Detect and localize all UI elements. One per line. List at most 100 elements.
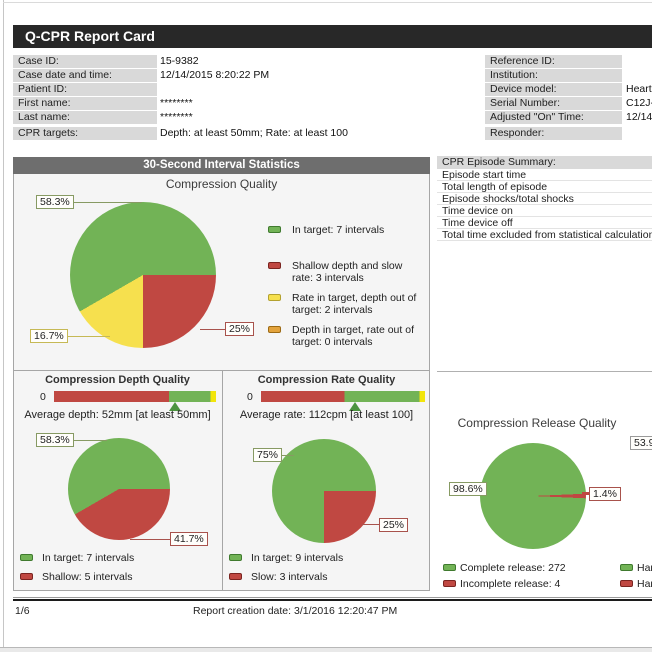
cq-green-callout: 58.3%: [36, 195, 74, 209]
serial-number-label: Serial Number:: [485, 97, 622, 110]
responder-value: [626, 127, 652, 140]
clipped-callout: 53.9%: [630, 436, 652, 450]
cq-yellow-callout: 16.7%: [30, 329, 68, 343]
rate-red-callout: 25%: [379, 518, 409, 532]
legend-label: Rate in target, depth out of target: 2 i…: [292, 292, 417, 316]
callout-leader: [200, 329, 226, 330]
release-green-callout: 98.6%: [449, 482, 487, 496]
legend-label: Complete release: 272: [460, 562, 566, 574]
report-title-bar: Q-CPR Report Card: [13, 25, 652, 48]
right-column-divider: [437, 371, 652, 372]
window-bottom-edge: [0, 648, 652, 652]
legend-swatch-red: [20, 573, 33, 580]
depth-red-callout: 41.7%: [170, 532, 208, 546]
cpr-targets-label: CPR targets:: [13, 127, 157, 140]
panel-divider-vertical: [222, 370, 223, 591]
legend-label: In target: 7 intervals: [42, 552, 135, 564]
depth-gauge-marker-triangle: [169, 402, 181, 411]
legend-label: Incomplete release: 4: [460, 578, 561, 590]
cq-red-callout: 25%: [225, 322, 255, 336]
release-quality-title: Compression Release Quality: [457, 416, 617, 430]
legend-label: In target: 7 intervals: [292, 224, 385, 236]
legend-swatch-red: [268, 262, 281, 269]
first-name-value: ********: [160, 97, 193, 109]
episode-summary-row: Episode start time: [437, 169, 652, 181]
callout-leader: [66, 202, 142, 203]
serial-number-value: C12J-0: [626, 97, 652, 109]
report-creation-date: Report creation date: 3/1/2016 12:20:47 …: [193, 605, 398, 617]
rate-quality-pie: [272, 439, 376, 543]
case-id-label: Case ID:: [13, 55, 157, 68]
legend-label: In target: 9 intervals: [251, 552, 344, 564]
episode-summary-row: Time device on: [437, 205, 652, 217]
reference-id-label: Reference ID:: [485, 55, 622, 68]
legend-swatch-red: [443, 580, 456, 587]
institution-label: Institution:: [485, 69, 622, 82]
callout-leader: [130, 539, 171, 540]
interval-statistics-header: 30-Second Interval Statistics: [13, 157, 430, 174]
rate-green-callout: 75%: [253, 448, 283, 462]
episode-summary-row: Episode shocks/total shocks: [437, 193, 652, 205]
patient-id-label: Patient ID:: [13, 83, 157, 96]
window-bottom-edge-line: [0, 647, 652, 648]
legend-swatch-red: [620, 580, 633, 587]
adjusted-on-time-label: Adjusted "On" Time:: [485, 111, 622, 124]
callout-leader: [66, 336, 110, 337]
legend-swatch-green: [620, 564, 633, 571]
compression-quality-title: Compression Quality: [165, 177, 278, 191]
legend-swatch-red: [229, 573, 242, 580]
depth-gauge-zero: 0: [40, 391, 46, 403]
legend-label: Slow: 3 intervals: [251, 571, 328, 583]
rate-gauge-caption: Average rate: 112cpm [at least 100]: [239, 409, 414, 421]
legend-swatch-green: [20, 554, 33, 561]
episode-summary-row: Total time excluded from statistical cal…: [437, 229, 652, 241]
legend-swatch-green: [229, 554, 242, 561]
depth-quality-pie: [68, 438, 170, 540]
institution-value: [626, 69, 652, 82]
callout-leader: [282, 455, 294, 456]
depth-gauge-caption: Average depth: 52mm [at least 50mm]: [24, 409, 211, 421]
callout-leader: [582, 492, 590, 495]
case-date-label: Case date and time:: [13, 69, 157, 82]
page-left-edge: [3, 0, 4, 647]
legend-label: Shallow: 5 intervals: [42, 571, 133, 583]
responder-label: Responder:: [485, 127, 622, 140]
episode-summary-header: CPR Episode Summary:: [437, 156, 652, 169]
case-date-value: 12/14/2015 8:20:22 PM: [160, 69, 270, 81]
rate-gauge-bar: [261, 391, 425, 402]
rate-gauge-title: Compression Rate Quality: [257, 374, 396, 386]
callout-leader: [362, 524, 379, 525]
legend-label: Shallow depth and slow rate: 3 intervals: [292, 260, 403, 284]
compression-quality-pie: [70, 202, 216, 348]
legend-swatch-yellow: [268, 294, 281, 301]
page-number: 1/6: [15, 605, 30, 617]
callout-leader: [67, 440, 107, 441]
first-name-label: First name:: [13, 97, 157, 110]
rate-gauge-zero: 0: [247, 391, 253, 403]
footer-rule-thin: [13, 597, 652, 598]
legend-label: Depth in target, rate out of target: 0 i…: [292, 324, 414, 348]
release-red-callout: 1.4%: [589, 487, 621, 501]
rate-gauge-marker-triangle: [349, 402, 361, 411]
last-name-value: ********: [160, 111, 193, 123]
episode-summary-row: Total length of episode: [437, 181, 652, 193]
panel-divider-horizontal: [13, 370, 430, 371]
depth-green-callout: 58.3%: [36, 433, 74, 447]
depth-gauge-title: Compression Depth Quality: [45, 374, 190, 386]
reference-id-value: [626, 55, 652, 68]
episode-summary-row: Time device off: [437, 217, 652, 229]
page-top-edge: [3, 2, 652, 3]
device-model-label: Device model:: [485, 83, 622, 96]
release-quality-pie: [480, 443, 586, 549]
footer-rule-thick: [13, 599, 652, 601]
legend-label-clipped: Hand: [637, 562, 652, 574]
depth-gauge-bar: [54, 391, 216, 402]
legend-label-clipped: Hand: [637, 578, 652, 590]
case-id-value: 15-9382: [160, 55, 199, 67]
legend-swatch-green: [268, 226, 281, 233]
cpr-targets-value: Depth: at least 50mm; Rate: at least 100: [160, 127, 348, 139]
adjusted-on-time-value: 12/14/2: [626, 111, 652, 123]
legend-swatch-green: [443, 564, 456, 571]
